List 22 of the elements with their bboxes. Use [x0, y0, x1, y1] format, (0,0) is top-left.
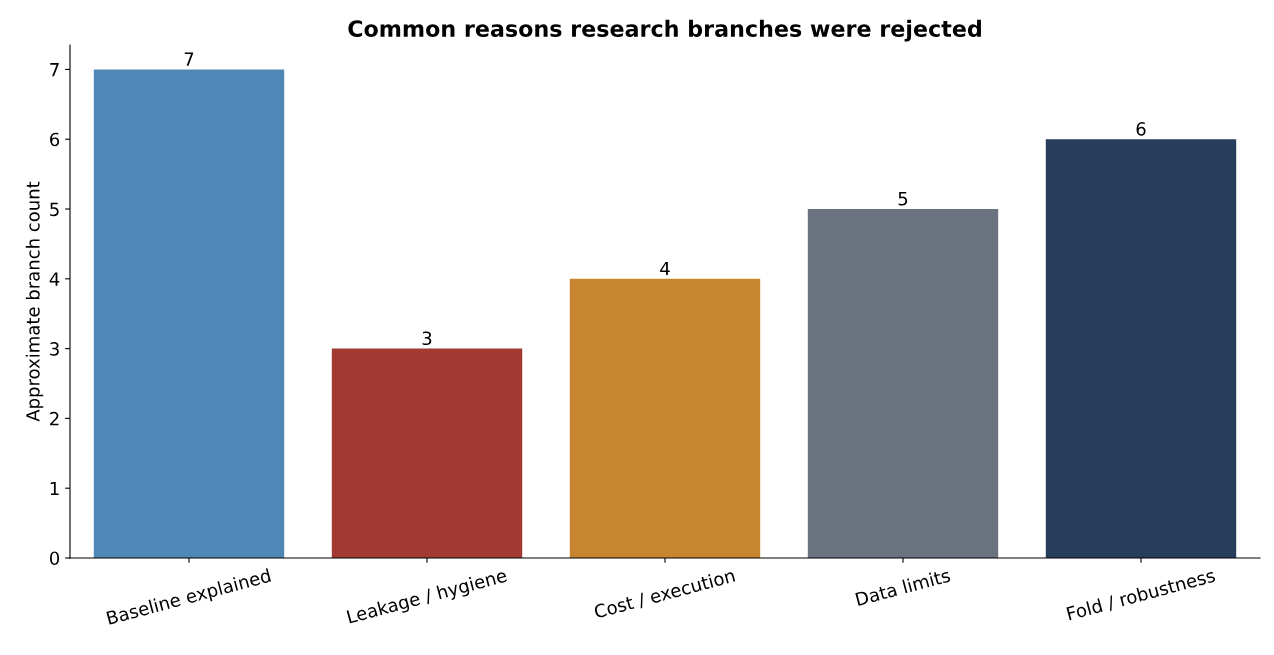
- data-label: 6: [1136, 122, 1146, 136]
- bar: [1045, 139, 1237, 558]
- y-tick-label: 2: [50, 411, 59, 426]
- x-tick-label: Data limits: [855, 567, 951, 607]
- data-label: 7: [184, 52, 194, 66]
- bar: [807, 209, 999, 558]
- data-label: 4: [660, 261, 670, 276]
- y-tick-label: 5: [50, 202, 59, 217]
- x-tick-label: Leakage / hygiene: [346, 567, 509, 627]
- bar: [331, 348, 523, 558]
- y-tick-label: 6: [50, 132, 60, 147]
- y-tick-label: 3: [50, 342, 59, 356]
- y-tick-label: 1: [50, 481, 59, 496]
- chart-title: Common reasons research branches were rejected: [348, 19, 981, 42]
- data-label: 3: [422, 331, 432, 346]
- bar: [569, 278, 761, 558]
- bar: [93, 69, 285, 558]
- y-tick-label: 7: [50, 63, 59, 77]
- data-label: 5: [898, 192, 908, 206]
- y-axis-title: Approximate branch count: [25, 181, 44, 422]
- y-tick-label: 4: [49, 272, 60, 286]
- y-tick-label: 0: [49, 551, 60, 566]
